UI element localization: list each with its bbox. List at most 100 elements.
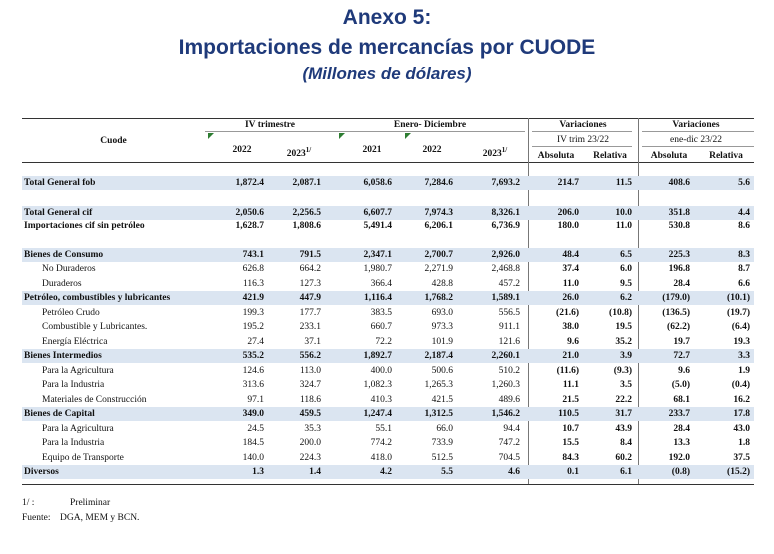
row-value: 37.1 [304,337,321,347]
row-label: Importaciones cif sin petróleo [24,221,145,231]
row-value: 206.0 [557,208,579,218]
table-bottom-rule [22,484,754,485]
row-value: 1,768.2 [424,293,454,303]
row-value: 66.0 [436,424,453,434]
row-value: 1,116.4 [364,293,392,303]
row-value: 7,974.3 [424,208,454,218]
row-value: 2,468.8 [491,264,521,274]
row-value: 459.5 [299,409,321,419]
row-value: (9.3) [613,366,632,376]
row-highlight [22,465,754,479]
row-label: Materiales de Construcción [42,395,147,405]
row-value: 351.8 [668,208,690,218]
row-label: Petróleo, combustibles y lubricantes [24,293,171,303]
note-key-preliminar: 1/ : [22,498,35,508]
row-value: 791.5 [299,250,321,260]
row-value: 13.3 [673,438,690,448]
row-value: 72.7 [673,351,690,361]
row-label: Total General fob [24,178,96,188]
header-subrule-var1 [532,131,632,132]
row-value: 747.2 [498,438,520,448]
row-value: 1,260.3 [491,380,521,390]
row-value: 973.3 [431,322,453,332]
row-value: (10.1) [727,293,750,303]
row-value: 2,347.1 [363,250,393,260]
header-relativa-anual: Relativa [709,151,743,161]
row-value: 1,082.3 [363,380,393,390]
row-value: 140.0 [242,453,264,463]
row-value: 6.6 [738,279,750,289]
row-value: 127.3 [299,279,321,289]
row-value: 4.4 [738,208,750,218]
row-value: 6.2 [620,293,632,303]
row-label: Petróleo Crudo [42,308,100,318]
row-value: 3.3 [738,351,750,361]
header-2022-annual: 2022 [422,145,442,155]
row-value: 6,736.9 [491,221,521,231]
row-value: 11.0 [615,221,632,231]
header-subrule-var2b [642,146,754,147]
row-value: 1,546.2 [491,409,521,419]
row-value: 113.0 [299,366,321,376]
header-iv-trimestre: IV trimestre [244,120,296,130]
row-value: 8.3 [738,250,750,260]
row-value: 428.8 [431,279,453,289]
header-2023-annual-note: 1/ [501,146,508,154]
row-highlight [22,206,754,220]
row-value: 5.5 [441,467,453,477]
row-highlight [22,407,754,421]
row-value: 664.2 [299,264,321,274]
header-2023-trim-note: 1/ [305,146,312,154]
row-value: 124.6 [242,366,264,376]
row-value: 233.1 [299,322,321,332]
row-value: 447.9 [299,293,321,303]
row-value: 2,260.1 [491,351,521,361]
row-value: 116.3 [242,279,264,289]
row-value: 2,926.0 [491,250,521,260]
header-2023-trim-year: 2023 [286,149,306,160]
row-label: Para la Agricultura [42,366,114,376]
row-label: Equipo de Transporte [42,453,124,463]
cell-marker [405,133,411,139]
header-subrule-years [205,131,525,132]
row-value: 11.1 [562,380,579,390]
row-value: 500.6 [431,366,453,376]
row-value: 400.0 [370,366,392,376]
row-value: 60.2 [615,453,632,463]
header-subrule-var1b [532,146,632,147]
row-value: 10.0 [615,208,632,218]
row-label: No Duraderos [42,264,96,274]
row-value: 313.6 [242,380,264,390]
row-value: 21.0 [562,351,579,361]
row-value: 48.4 [562,250,579,260]
row-value: 9.6 [567,337,579,347]
row-value: 16.2 [733,395,750,405]
row-value: 6,058.6 [363,178,393,188]
row-value: 22.2 [615,395,632,405]
table-title: Importaciones de mercancías por CUODE [178,36,596,59]
row-value: 72.2 [375,337,392,347]
row-value: 195.2 [242,322,264,332]
row-value: 8,326.1 [491,208,521,218]
row-value: 11.0 [562,279,579,289]
row-value: 6,206.1 [424,221,454,231]
row-value: 35.3 [304,424,321,434]
cell-marker [339,133,345,139]
row-value: 457.2 [498,279,520,289]
row-value: 21.5 [562,395,579,405]
row-value: 5,491.4 [363,221,393,231]
header-bottom-rule [22,162,754,163]
row-value: 68.1 [673,395,690,405]
row-value: 192.0 [668,453,690,463]
row-value: 180.0 [557,221,579,231]
row-label: Bienes de Capital [24,409,95,419]
row-value: 118.6 [299,395,321,405]
row-value: 8.7 [738,264,750,274]
note-text-preliminar: Preliminar [70,498,111,508]
row-value: 421.5 [431,395,453,405]
row-value: (15.2) [727,467,750,477]
row-value: 11.5 [615,178,632,188]
row-value: 2,700.7 [424,250,454,260]
row-value: 24.5 [247,424,264,434]
note-key-fuente: Fuente: [22,513,51,523]
